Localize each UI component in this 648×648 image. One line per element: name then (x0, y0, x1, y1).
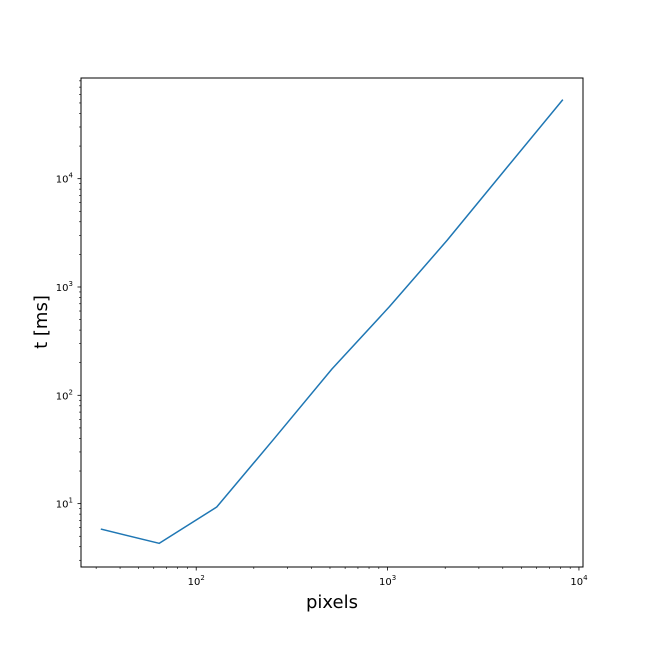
plot-background (81, 78, 583, 567)
x-axis-label: pixels (306, 592, 358, 613)
y-tick-label: 104 (56, 172, 74, 186)
y-tick-label: 101 (56, 497, 73, 511)
series-line-0 (100, 99, 564, 545)
x-tick-label: 104 (570, 574, 588, 588)
x-tick-label: 102 (188, 574, 205, 588)
plot-frame (80, 77, 584, 568)
major-ticks: 102 103 104 101 102 103 104 (56, 172, 588, 588)
y-axis-label: t [ms] (31, 295, 52, 349)
x-tick-label: 103 (379, 574, 396, 588)
series-layer (100, 99, 564, 545)
y-tick-label: 102 (56, 388, 73, 402)
y-tick-label: 103 (56, 280, 73, 294)
